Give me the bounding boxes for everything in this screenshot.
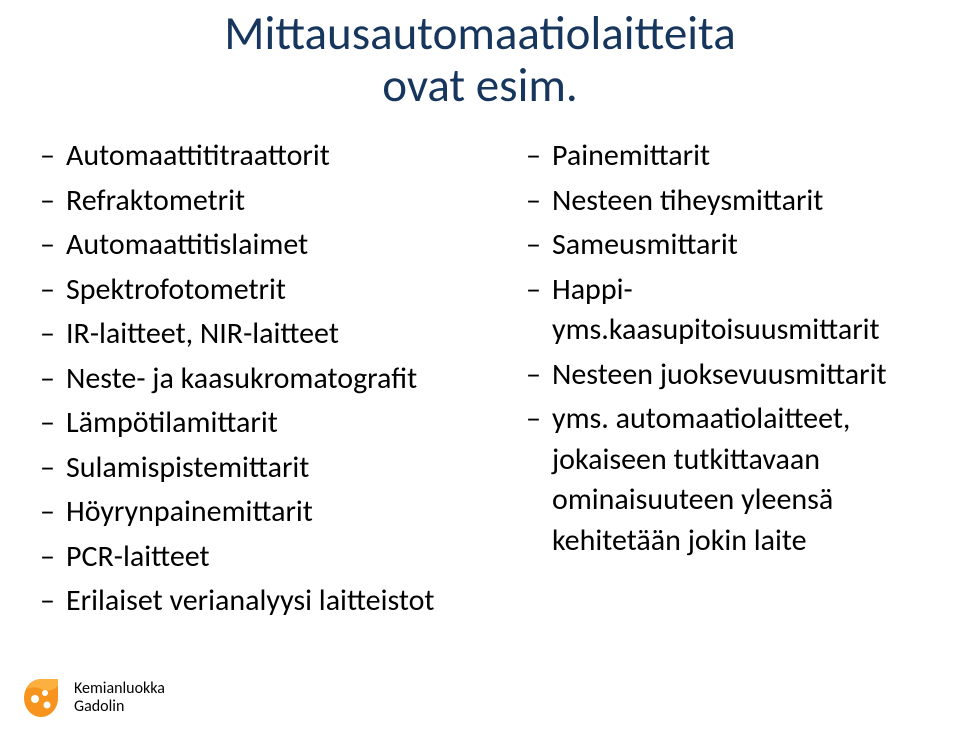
list-item: Neste- ja kaasukromatografit (40, 359, 510, 400)
logo-line-1: Kemianluokka (74, 680, 165, 698)
left-column: Automaattititraattorit Refraktometrit Au… (40, 136, 510, 626)
logo-line-2: Gadolin (74, 698, 165, 716)
list-item: Lämpötilamittarit (40, 403, 510, 444)
flask-icon (18, 675, 64, 721)
right-list: Painemittarit Nesteen tiheysmittarit Sam… (526, 136, 936, 561)
content-columns: Automaattititraattorit Refraktometrit Au… (40, 136, 936, 626)
list-item: Painemittarit (526, 136, 936, 177)
logo: Kemianluokka Gadolin (18, 675, 165, 721)
title-line-1: Mittausautomaatiolaitteita (224, 4, 735, 62)
list-item: IR-laitteet, NIR-laitteet (40, 314, 510, 355)
list-item: Sameusmittarit (526, 225, 936, 266)
list-item: Nesteen tiheysmittarit (526, 181, 936, 222)
list-item: Spektrofotometrit (40, 270, 510, 311)
slide: Mittausautomaatiolaitteita ovat esim. Au… (0, 0, 960, 739)
slide-title: Mittausautomaatiolaitteita ovat esim. (0, 8, 960, 111)
list-item: yms. automaatiolaitteet, jokaiseen tutki… (526, 399, 936, 561)
right-column: Painemittarit Nesteen tiheysmittarit Sam… (526, 136, 936, 626)
list-item: Sulamispistemittarit (40, 448, 510, 489)
list-item: Automaattitislaimet (40, 225, 510, 266)
list-item: PCR-laitteet (40, 537, 510, 578)
list-item: Automaattititraattorit (40, 136, 510, 177)
logo-text: Kemianluokka Gadolin (74, 680, 165, 717)
list-item: Höyrynpainemittarit (40, 492, 510, 533)
left-list: Automaattititraattorit Refraktometrit Au… (40, 136, 510, 622)
title-line-2: ovat esim. (382, 56, 578, 114)
list-item: Nesteen juoksevuusmittarit (526, 355, 936, 396)
list-item: Refraktometrit (40, 181, 510, 222)
list-item: Happi- yms.kaasupitoisuusmittarit (526, 270, 936, 351)
list-item: Erilaiset verianalyysi laitteistot (40, 581, 510, 622)
